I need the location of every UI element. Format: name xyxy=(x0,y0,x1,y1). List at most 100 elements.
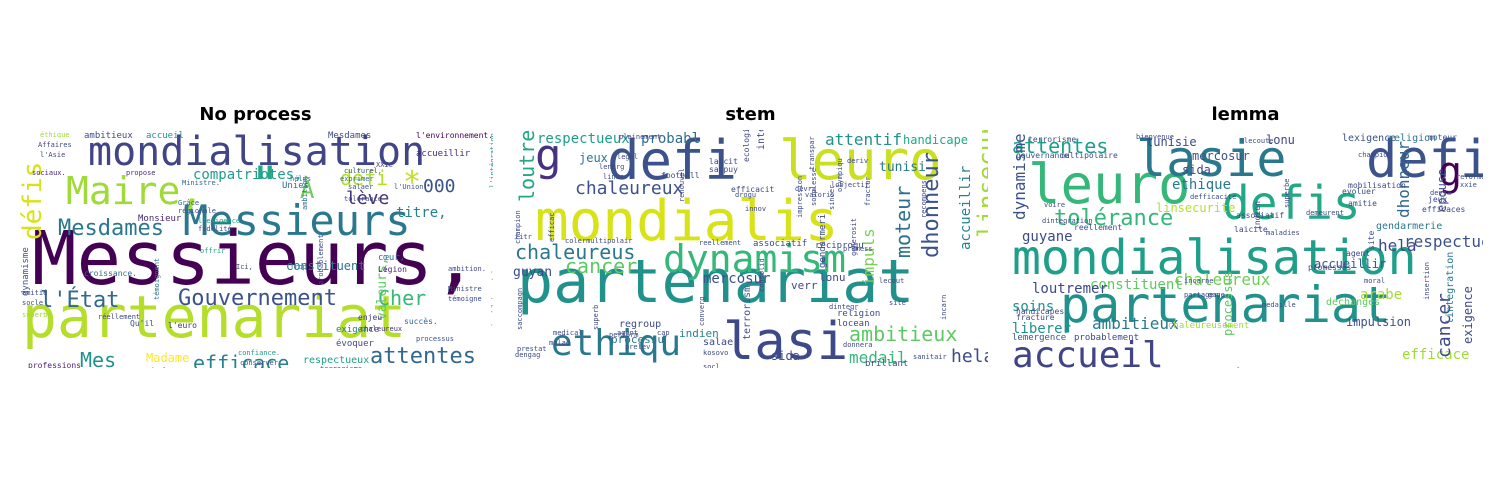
cloud-word: associatif xyxy=(753,239,808,249)
cloud-word: exprimer xyxy=(340,175,374,183)
cloud-word: salaer xyxy=(348,183,374,191)
cloud-word: constituent xyxy=(286,259,366,273)
cloud-word: gouvernance xyxy=(1016,151,1069,160)
cloud-word: professions xyxy=(28,361,81,369)
cloud-word: chaleureux xyxy=(575,178,684,199)
cloud-word: l'euro xyxy=(168,321,197,330)
cloud-word: fidélité xyxy=(198,225,232,233)
cloud-word: medail xyxy=(849,348,907,367)
cloud-word: évoquer xyxy=(336,339,374,349)
cloud-word: religion xyxy=(837,309,881,319)
cloud-word: multipolaire xyxy=(1060,151,1118,160)
cloud-word: ambition xyxy=(301,176,309,210)
cloud-word: tolérance xyxy=(344,195,382,203)
cloud-word: pleinement xyxy=(619,133,662,141)
cloud-word: l'intégration xyxy=(489,133,493,188)
cloud-word: Qu'il xyxy=(130,319,155,328)
cloud-word: insertion xyxy=(1423,262,1431,300)
cloud-word: Affaires xyxy=(38,141,72,149)
cloud-word: g xyxy=(535,130,562,181)
cloud-word: moteur xyxy=(891,185,915,258)
cloud-word: ecologiqu xyxy=(742,130,751,162)
wordcloud-panel: lemma mondialisation partenariat leuro lasie… xyxy=(1008,104,1483,368)
cloud-word: réellement xyxy=(98,313,141,321)
cloud-word: locean xyxy=(837,319,870,329)
cloud-word: dengag xyxy=(515,351,541,359)
cloud-word: fractur xyxy=(864,176,872,206)
cloud-word: efficaces xyxy=(1422,205,1466,214)
cloud-word: g xyxy=(1438,149,1463,195)
cloud-word: confiance. xyxy=(238,349,281,357)
cloud-word: sida xyxy=(771,349,800,363)
cloud-word: mondialisation xyxy=(88,130,426,175)
cloud-word: exigence xyxy=(336,325,380,335)
cloud-word: terrorisme xyxy=(1028,135,1077,144)
cloud-word: attentes xyxy=(1012,134,1109,158)
cloud-word: cœur, xyxy=(378,253,406,263)
cloud-word: impulsion xyxy=(1346,315,1412,329)
cloud-word: lasie xyxy=(1136,130,1287,188)
cloud-word: linsert xyxy=(603,173,633,181)
cloud-word: chaleureux xyxy=(360,325,403,333)
cloud-word: mercosur xyxy=(1192,149,1250,163)
cloud-word: maladies xyxy=(1266,229,1300,237)
cloud-word: croissance. xyxy=(84,269,137,278)
cloud-word: lève xyxy=(346,188,390,209)
cloud-word: Monsieur xyxy=(138,214,182,224)
cloud-word: chaleureusement xyxy=(1168,321,1250,331)
cloud-word: dynamism xyxy=(663,237,847,281)
cloud-word: défi xyxy=(340,166,389,190)
cloud-word: deriv xyxy=(847,157,869,165)
cloud-word: lecout xyxy=(879,277,905,285)
cloud-word: Mesdames xyxy=(58,216,164,241)
panel-title: No process xyxy=(199,104,312,125)
cloud-word: jeux xyxy=(1428,195,1448,204)
cloud-word: leuro xyxy=(779,130,942,192)
cloud-word: agent xyxy=(1346,249,1371,258)
panel-title: stem xyxy=(725,104,776,125)
cloud-word: site xyxy=(1367,230,1376,250)
cloud-word: sociaux. xyxy=(32,169,66,177)
cloud-word: integr xyxy=(756,130,767,150)
cloud-word: recompens xyxy=(920,180,928,218)
cloud-word: conserver xyxy=(240,359,278,367)
cloud-word: offrir xyxy=(200,247,226,255)
cloud-word: promesses xyxy=(1308,263,1352,272)
cloud-word: accueillir xyxy=(1314,257,1387,271)
cloud-word: mobilisation xyxy=(1348,181,1406,190)
cloud-word: associatif xyxy=(1236,211,1285,220)
cloud-word: medical xyxy=(553,329,583,337)
cloud-word: champion xyxy=(1358,151,1392,159)
cloud-word: leuro xyxy=(1028,153,1191,216)
cloud-word: sappuy xyxy=(709,165,738,174)
cloud-word: hélas xyxy=(290,175,312,183)
cloud-word: indien xyxy=(679,327,719,340)
cloud-word: Messieurs xyxy=(183,196,411,245)
cloud-word: Gouvernement xyxy=(178,286,337,311)
cloud-word: lexigence xyxy=(1342,133,1397,144)
word-cloud: Messieurs, partenariat mondialisation Messi… xyxy=(18,130,493,368)
cloud-word: terrorism xyxy=(742,285,753,340)
cloud-word: titre, xyxy=(396,205,447,221)
cloud-word: lintegration xyxy=(1445,251,1456,324)
cloud-word: ambition. xyxy=(448,265,486,273)
cloud-word: superb xyxy=(592,304,600,330)
cloud-word: promess xyxy=(843,245,873,253)
cloud-word: prelev xyxy=(625,343,651,351)
cloud-word: dhonneur xyxy=(1394,140,1413,218)
cloud-word: xxie xyxy=(1460,181,1477,189)
cloud-word: dechanges xyxy=(1326,297,1381,308)
cloud-word: " xyxy=(250,156,281,214)
cloud-word: lonu xyxy=(1266,133,1295,147)
cloud-word: lecoute xyxy=(1244,137,1274,145)
cloud-word: partenariat xyxy=(1060,276,1392,334)
cloud-word: accueil xyxy=(146,131,184,141)
cloud-word: perform xyxy=(609,331,639,339)
cloud-word: ambitieux xyxy=(849,322,958,346)
cloud-word: lonu xyxy=(819,271,846,284)
cloud-word: accueillir xyxy=(958,165,974,250)
cloud-word: chaleureus xyxy=(515,240,636,264)
cloud-word: mondialis xyxy=(535,189,839,254)
cloud-word: hela xyxy=(1378,236,1417,255)
cloud-word: guyane xyxy=(1022,229,1073,245)
